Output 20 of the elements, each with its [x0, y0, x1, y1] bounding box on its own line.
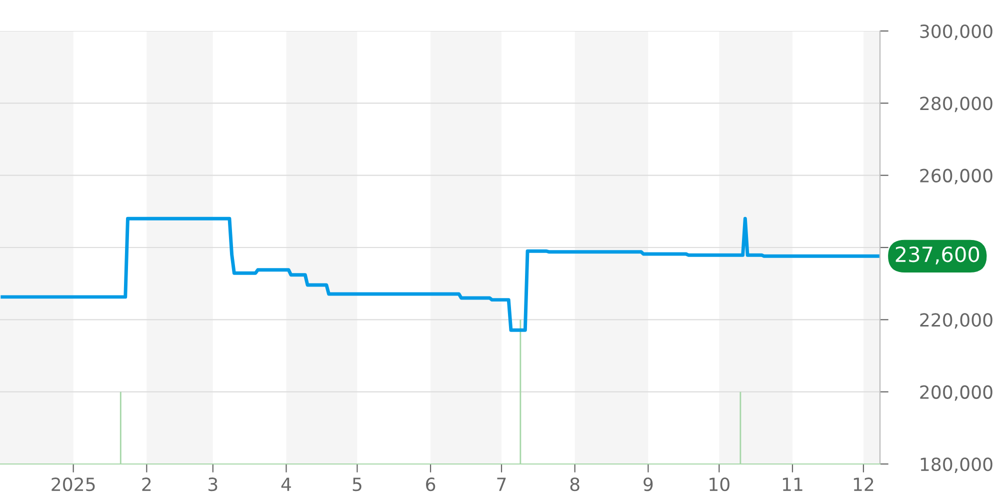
x-tick-label: 7 — [497, 478, 506, 491]
y-tick-label: 300,000 — [920, 24, 992, 40]
x-tick-label: 5 — [352, 478, 362, 492]
y-tick-label: 200,000 — [920, 385, 992, 401]
x-tick-label: 11 — [782, 478, 802, 491]
x-tick-label: 4 — [281, 478, 291, 491]
x-tick-label: 12 — [854, 478, 874, 491]
x-tick-label: 8 — [570, 478, 580, 492]
x-tick-label: 6 — [426, 478, 436, 492]
x-tick-label: 9 — [644, 478, 653, 492]
x-tick-label: 10 — [710, 478, 730, 492]
y-tick-label: 260,000 — [920, 168, 992, 184]
annotation: 237,600 — [896, 246, 980, 264]
y-tick-label: 180,000 — [920, 457, 992, 473]
y-tick-label: 220,000 — [920, 313, 992, 329]
x-tick-label: 2025 — [52, 478, 95, 492]
x-tick-label: 2 — [142, 478, 151, 491]
line-series — [0, 216, 880, 332]
y-tick-label: 280,000 — [920, 96, 992, 112]
x-tick-label: 3 — [208, 478, 218, 492]
